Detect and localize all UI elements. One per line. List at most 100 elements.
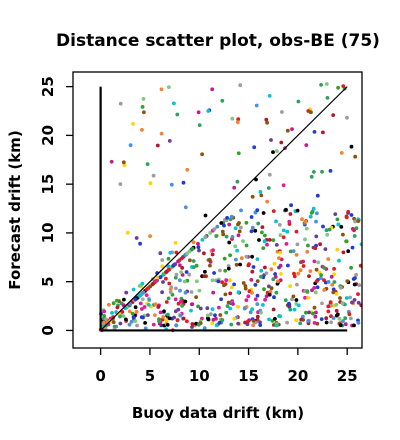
data-point (273, 272, 277, 276)
data-point (313, 290, 318, 295)
data-point (272, 261, 277, 266)
data-point (264, 294, 269, 299)
data-point (216, 279, 221, 284)
data-point (295, 208, 300, 213)
data-point (319, 83, 323, 87)
plot-frame (72, 71, 363, 349)
data-point (202, 251, 206, 256)
data-point (312, 321, 317, 325)
y-tick-label: 5 (39, 276, 57, 286)
data-point (280, 110, 284, 114)
data-point (115, 305, 120, 310)
data-point (161, 280, 165, 284)
data-point (312, 170, 316, 174)
data-point (181, 180, 186, 185)
data-point (288, 307, 293, 312)
data-point (223, 268, 228, 273)
data-point (352, 282, 357, 287)
data-point (267, 94, 272, 98)
data-point (314, 310, 318, 315)
data-point (315, 279, 319, 283)
data-point (255, 293, 260, 298)
data-point (194, 263, 199, 268)
data-point (167, 85, 171, 89)
data-point (225, 304, 230, 308)
data-point (269, 286, 274, 291)
data-point (275, 149, 279, 154)
data-point (244, 298, 249, 302)
data-point (249, 229, 254, 234)
data-point (339, 151, 344, 155)
data-point (133, 297, 138, 302)
data-point (238, 262, 243, 267)
data-point (258, 320, 262, 325)
data-point (131, 122, 136, 126)
data-point (220, 280, 225, 284)
data-point (304, 226, 309, 231)
data-point (332, 266, 336, 271)
data-point (333, 212, 338, 217)
data-point (218, 313, 223, 317)
data-point (338, 323, 343, 328)
data-point (267, 172, 272, 177)
data-point (273, 275, 278, 279)
data-point (353, 219, 357, 224)
data-point (250, 194, 255, 199)
data-point (284, 242, 289, 246)
data-point (133, 319, 138, 323)
x-tick-label: 15 (238, 367, 259, 385)
data-point (115, 298, 119, 303)
data-point (307, 274, 311, 278)
data-point (158, 310, 163, 315)
data-point (203, 213, 208, 218)
x-tick-label: 5 (145, 367, 155, 385)
data-point (357, 283, 362, 288)
data-point (228, 306, 233, 311)
data-point (290, 127, 294, 131)
data-point (257, 238, 261, 242)
data-point (184, 270, 189, 274)
data-point (255, 314, 260, 319)
data-point (281, 183, 286, 188)
data-point (219, 221, 224, 225)
data-point (301, 259, 305, 264)
data-point (236, 233, 241, 238)
data-point (306, 319, 311, 323)
data-point (137, 284, 142, 288)
data-point (244, 220, 249, 225)
data-point (277, 256, 281, 260)
data-point (271, 323, 276, 327)
y-axis-label: Forecast drift (km) (6, 130, 24, 289)
data-point (289, 203, 293, 208)
data-point (321, 224, 325, 229)
data-point (337, 258, 341, 263)
data-point (253, 228, 258, 233)
data-point (200, 238, 205, 242)
y-tick-label: 25 (39, 76, 57, 97)
data-point (341, 84, 346, 88)
reference-line-1to1 (100, 86, 348, 331)
data-point (190, 325, 194, 329)
data-point (197, 288, 202, 293)
data-point (343, 316, 348, 321)
data-point (167, 139, 172, 143)
data-point (236, 117, 241, 122)
data-point (232, 185, 237, 190)
data-point (236, 151, 241, 156)
data-point (168, 250, 173, 255)
data-point (110, 311, 114, 315)
data-point (215, 224, 220, 229)
data-point (218, 268, 222, 273)
data-point (313, 314, 318, 319)
data-point (352, 323, 356, 328)
axes: 0 5 10 15 20 25 0 5 10 15 20 25 (39, 71, 363, 385)
data-point (128, 143, 133, 148)
data-point (350, 227, 355, 231)
data-point (279, 272, 283, 276)
data-point (170, 292, 175, 297)
data-point (195, 279, 199, 284)
data-point (153, 313, 157, 317)
data-point (301, 264, 306, 268)
data-point (288, 212, 293, 216)
data-point (212, 271, 217, 275)
